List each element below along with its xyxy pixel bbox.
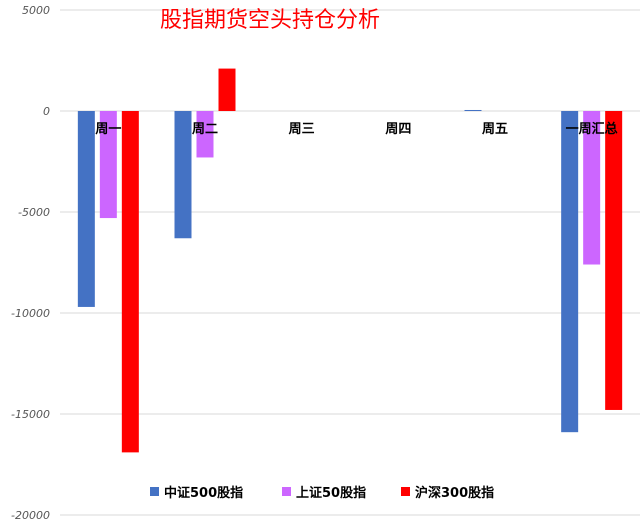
chart-title: 股指期货空头持仓分析 [160, 8, 380, 33]
x-tick-label: 周五 [482, 122, 508, 137]
legend-label: 上证50股指 [296, 485, 366, 501]
bar [196, 111, 214, 158]
bar [99, 111, 117, 219]
y-axis-ticks: 5000 0 -5000 -10000 -15000 -20000 [11, 4, 50, 522]
bar [77, 111, 95, 307]
legend-label: 中证500股指 [164, 485, 243, 501]
legend: 中证500股指 上证50股指 沪深300股指 [150, 485, 494, 501]
x-tick-label: 周二 [192, 122, 218, 137]
legend-swatch [150, 487, 159, 496]
x-tick-label: 周三 [289, 122, 315, 137]
bar [174, 111, 192, 239]
bar [605, 111, 623, 410]
y-tick-label: -10000 [11, 307, 50, 320]
x-tick-label: 一周汇总 [566, 121, 618, 137]
x-tick-label: 周一 [95, 122, 121, 137]
y-tick-label: 0 [43, 105, 50, 118]
legend-swatch [282, 487, 291, 496]
bar [218, 68, 236, 111]
bars [77, 68, 623, 453]
bar [561, 111, 579, 433]
y-tick-label: -20000 [11, 509, 50, 519]
x-axis-ticks: 周一 周二 周三 周四 周五 一周汇总 [95, 121, 617, 137]
bar [121, 111, 139, 453]
bar [583, 111, 601, 265]
legend-label: 沪深300股指 [415, 485, 494, 501]
y-tick-label: 5000 [22, 4, 50, 17]
y-tick-label: -15000 [11, 408, 50, 421]
bar [464, 109, 482, 111]
y-tick-label: -5000 [18, 206, 50, 219]
legend-swatch [401, 487, 410, 496]
x-tick-label: 周四 [385, 122, 411, 137]
grid-lines [60, 9, 640, 516]
